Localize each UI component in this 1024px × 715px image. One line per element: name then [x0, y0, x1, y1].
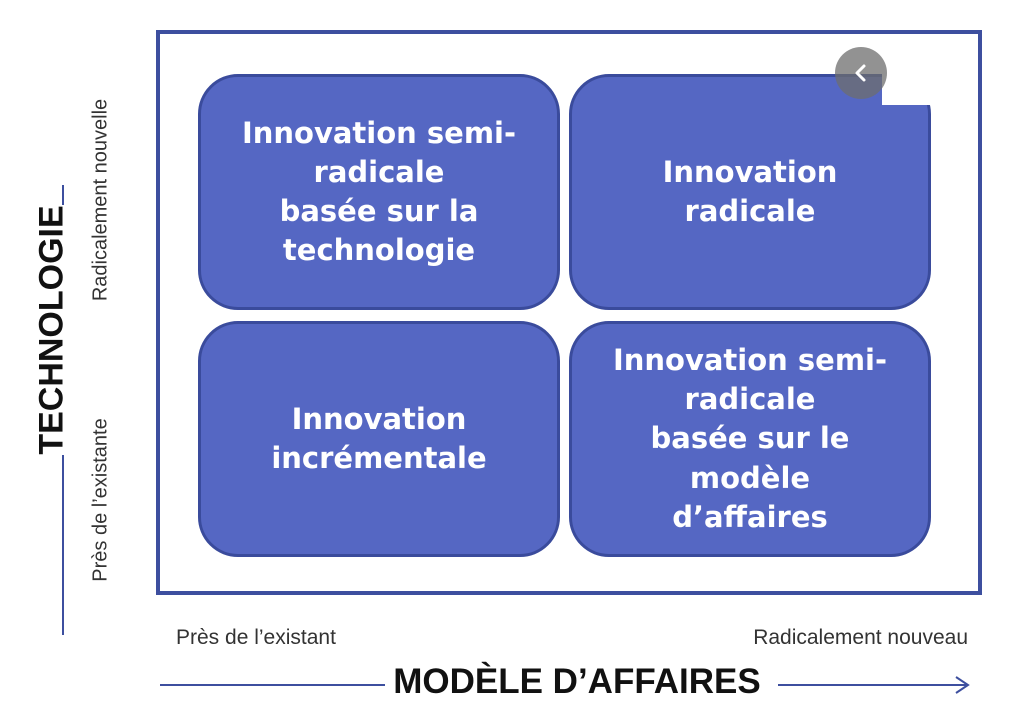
- y-axis-low-label: Près de l’existante: [89, 418, 112, 582]
- quadrant-label: Innovation semi- radicale basée sur la t…: [241, 115, 517, 268]
- x-axis-title: MODÈLE D’AFFAIRES: [393, 662, 761, 701]
- quadrant-incremental: Innovation incrémentale: [198, 321, 560, 557]
- y-axis-title-backdrop: [36, 205, 72, 455]
- quadrant-label: Innovation radicale: [662, 154, 838, 228]
- x-axis-low-label: Près de l’existant: [176, 626, 336, 649]
- x-axis-line: [160, 684, 385, 686]
- quadrant-label: Innovation semi- radicale basée sur le m…: [612, 343, 888, 534]
- quadrant-tech-semi-radical: Innovation semi- radicale basée sur la t…: [198, 74, 560, 310]
- quadrant-business-semi-radical: Innovation semi- radicale basée sur le m…: [569, 321, 931, 557]
- y-axis-high-label: Radicalement nouvelle: [89, 98, 112, 302]
- previous-button[interactable]: [835, 47, 887, 99]
- quadrant-radical: Innovation radicale: [569, 74, 931, 310]
- quadrant-label: Innovation incrémentale: [271, 401, 487, 475]
- y-axis-title: TECHNOLOGIE: [32, 205, 71, 455]
- chevron-left-icon: [855, 64, 866, 82]
- nav-overlay-mask: [882, 45, 977, 105]
- arrow-right-icon: [778, 676, 970, 694]
- x-axis-high-label: Radicalement nouveau: [753, 626, 968, 649]
